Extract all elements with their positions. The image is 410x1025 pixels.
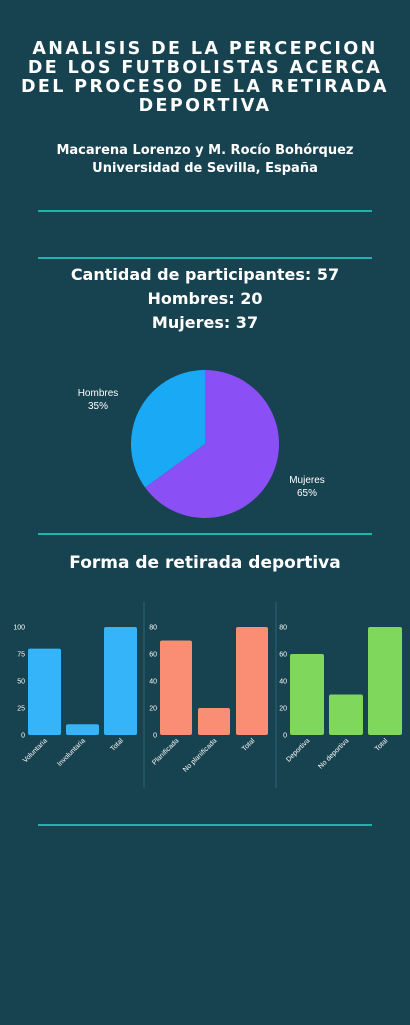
- bar-chart-2: 0 20 40 60 80 Planificada No planificada Total: [149, 625, 268, 774]
- bar-involuntaria: [66, 724, 99, 735]
- y-tick-label: 60: [279, 652, 287, 659]
- y-tick-label: 20: [149, 706, 157, 713]
- bar-chart-3: 0 20 40 60 80 Deportiva No deportiva Total: [279, 625, 402, 770]
- y-tick-label: 50: [17, 679, 25, 686]
- bar-total: [368, 627, 402, 735]
- y-tick-label: 0: [21, 733, 25, 740]
- divider-2: [38, 257, 372, 259]
- x-category-label: Deportiva: [285, 737, 311, 763]
- participants-total: Cantidad de participantes: 57: [70, 265, 340, 284]
- pie-slice-hombres: [131, 370, 205, 488]
- x-category-label: Planificada: [151, 737, 180, 766]
- x-category-label: Involuntaria: [56, 737, 87, 768]
- bar-chart-1: 0 25 50 75 100 Voluntaria Involuntaria Total: [13, 625, 137, 768]
- authors: Macarena Lorenzo y M. Rocío Bohórquez: [56, 143, 354, 158]
- y-tick-label: 20: [279, 706, 287, 713]
- y-tick-label: 25: [17, 706, 25, 713]
- x-category-label: Total: [241, 737, 257, 753]
- affiliation: Universidad de Sevilla, España: [92, 161, 318, 176]
- divider-1: [38, 210, 372, 212]
- participants-women: Mujeres: 37: [151, 313, 259, 332]
- pie-label-mujeres: Mujeres: [289, 475, 325, 486]
- y-tick-label: 80: [279, 625, 287, 632]
- x-category-label: Voluntaria: [22, 737, 49, 764]
- x-category-label: Total: [374, 737, 390, 753]
- pie-value-mujeres: 65%: [297, 488, 317, 499]
- participants-stats: Cantidad de participantes: 57 Hombres: 2…: [10, 263, 400, 335]
- pie-label-hombres: Hombres: [78, 388, 119, 399]
- participants-men: Hombres: 20: [147, 289, 263, 308]
- bar-no-deportiva: [329, 694, 363, 735]
- bar-deportiva: [290, 654, 324, 735]
- x-category-label: Total: [110, 737, 126, 753]
- y-tick-label: 40: [149, 679, 157, 686]
- x-category-label: No deportiva: [317, 737, 350, 770]
- bar-voluntaria: [28, 648, 61, 735]
- pie-slice-mujeres: [145, 370, 279, 518]
- bar-no-planificada: [198, 708, 230, 735]
- authors-block: Macarena Lorenzo y M. Rocío Bohórquez Un…: [10, 142, 400, 178]
- page-title: ANALISIS DE LA PERCEPCION DE LOS FUTBOLI…: [20, 39, 389, 116]
- y-tick-label: 100: [13, 625, 25, 632]
- gender-pie-chart: Hombres 35% Mujeres 65%: [78, 370, 325, 518]
- y-tick-label: 0: [153, 733, 157, 740]
- y-tick-label: 0: [283, 733, 287, 740]
- divider-3: [38, 533, 372, 535]
- y-tick-label: 40: [279, 679, 287, 686]
- divider-4: [38, 824, 372, 826]
- y-tick-label: 75: [17, 652, 25, 659]
- bar-total: [236, 627, 268, 735]
- pie-value-hombres: 35%: [88, 401, 108, 412]
- bar-total: [104, 627, 137, 735]
- bar-planificada: [160, 640, 192, 735]
- y-tick-label: 60: [149, 652, 157, 659]
- section-title: Forma de retirada deportiva: [69, 553, 341, 573]
- retirement-bar-charts: 0 25 50 75 100 Voluntaria Involuntaria Total 0 20…: [13, 602, 402, 788]
- y-tick-label: 80: [149, 625, 157, 632]
- x-category-label: No planificada: [182, 737, 218, 773]
